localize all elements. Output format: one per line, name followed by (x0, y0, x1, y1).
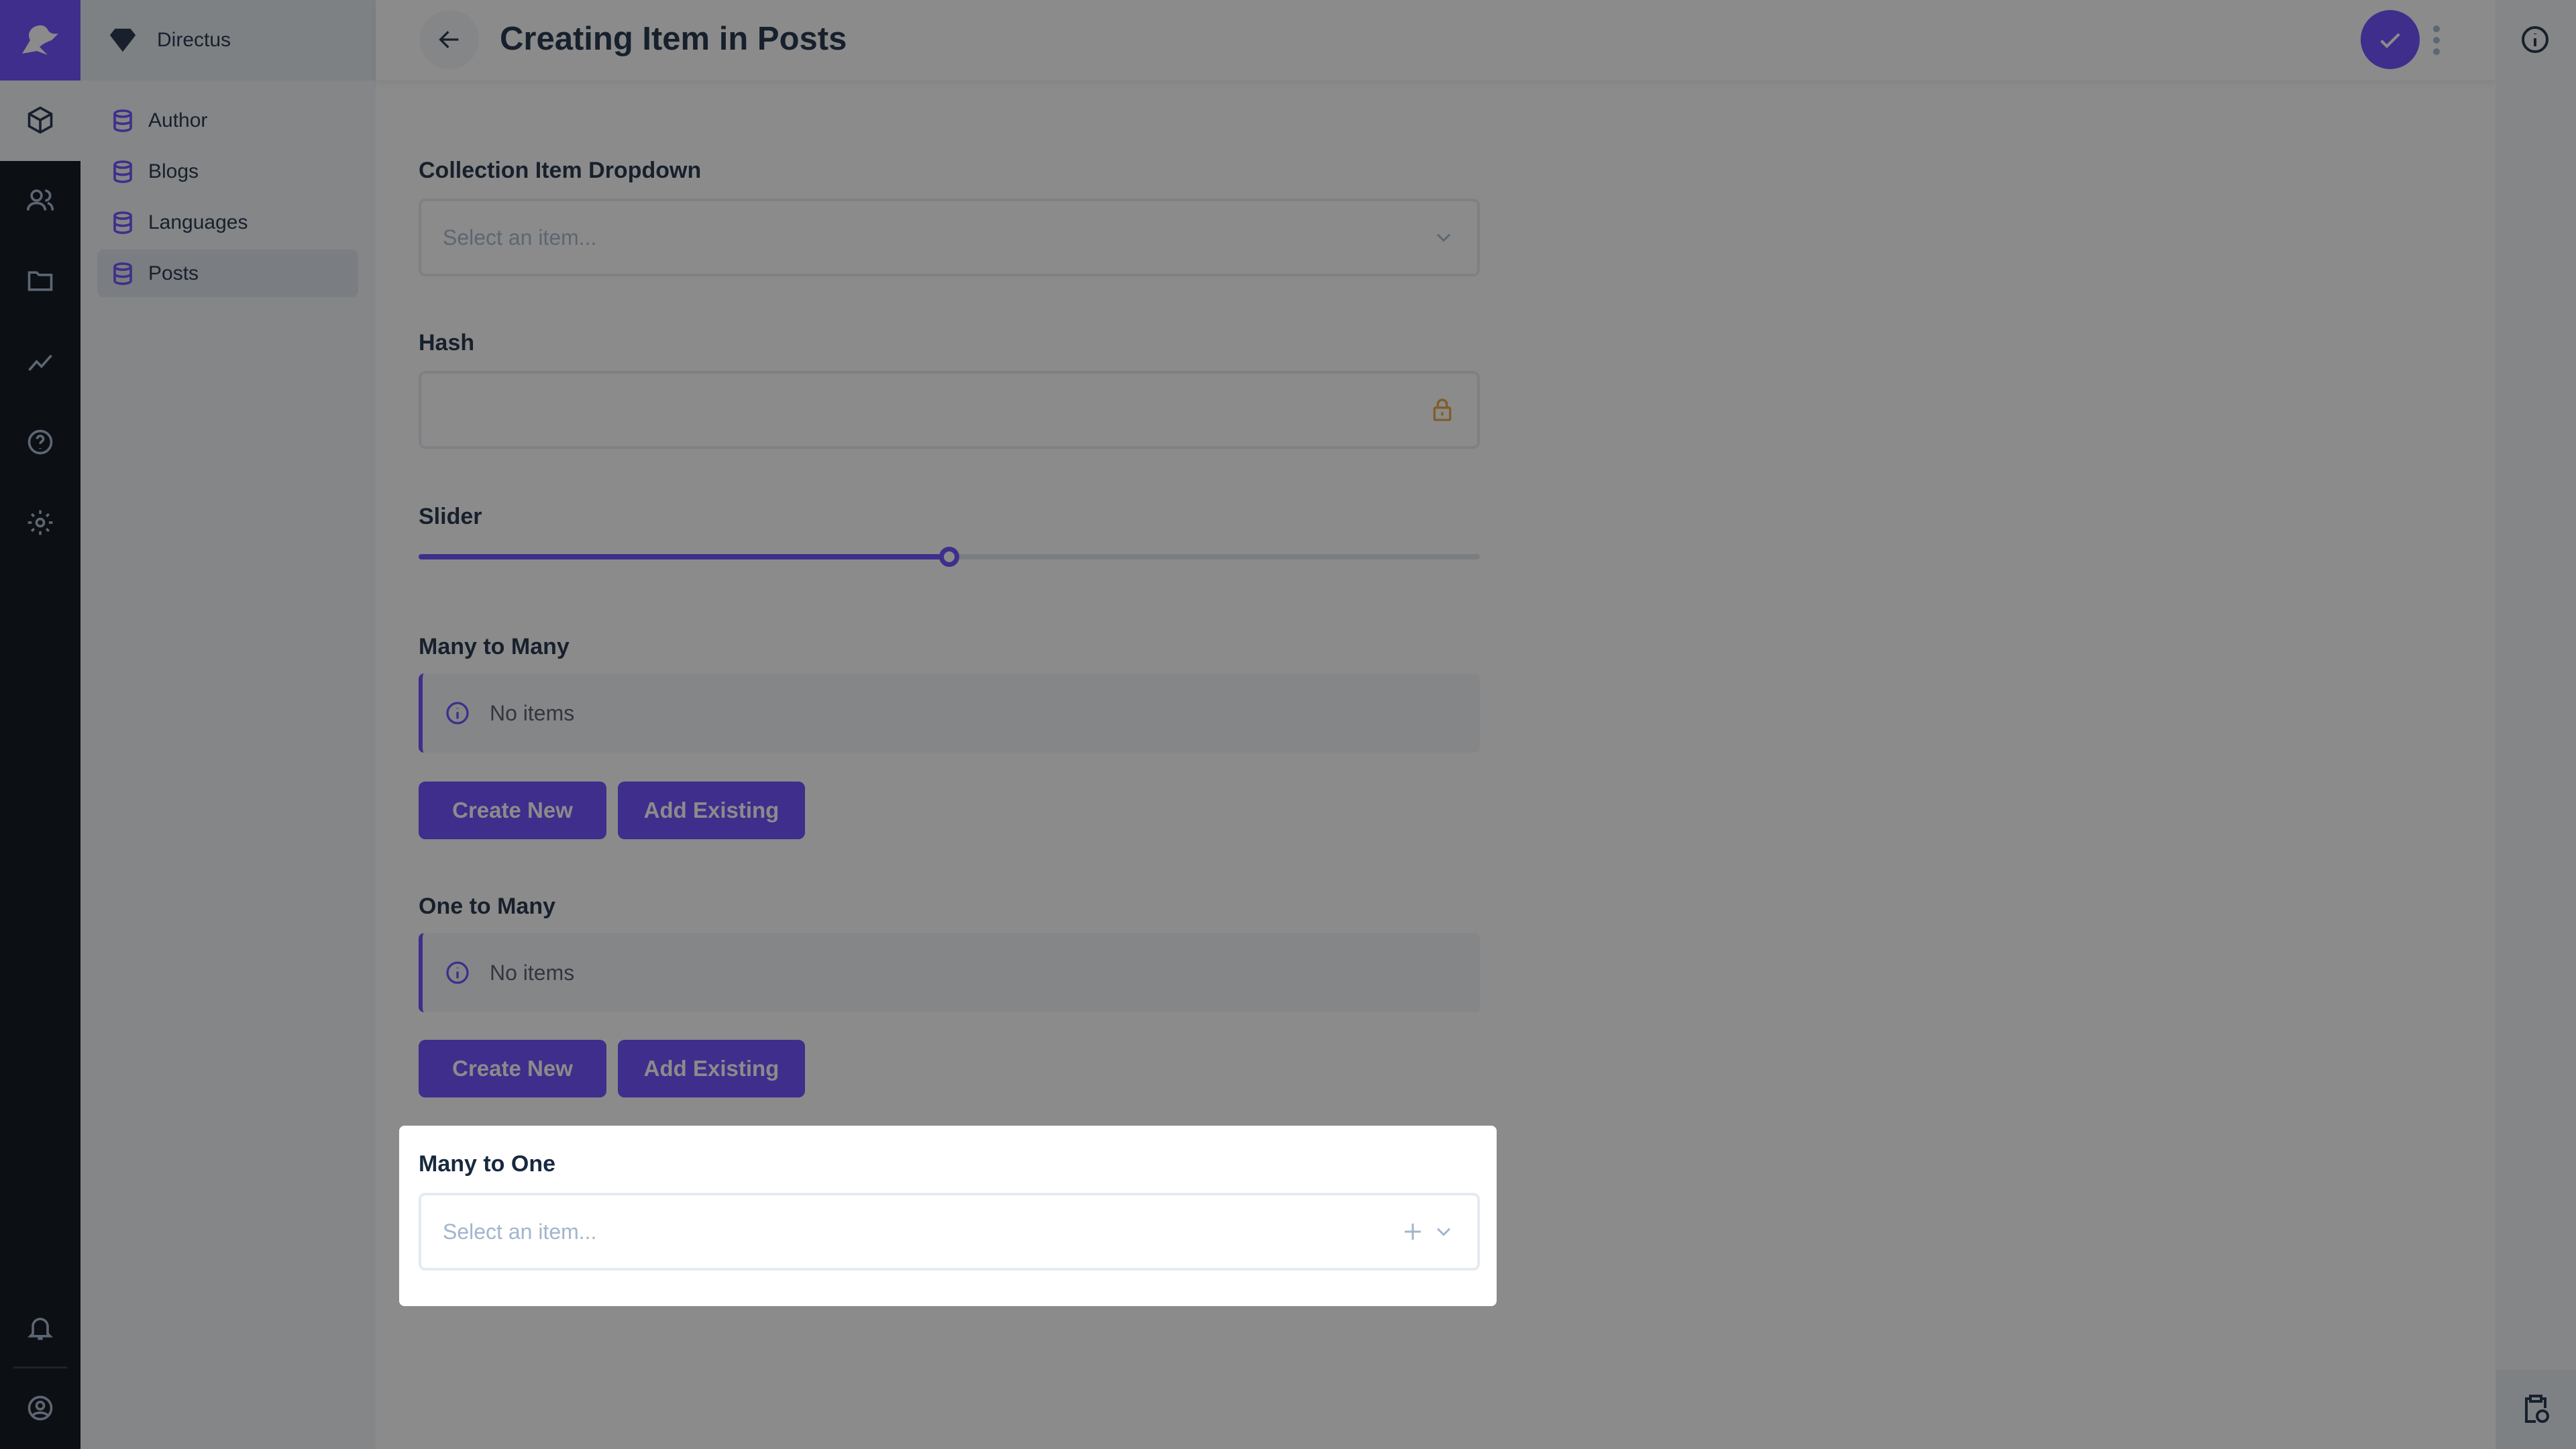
dropdown-placeholder: Select an item... (443, 1219, 597, 1244)
many-to-one-field-card: Many to One Select an item... (399, 1126, 1497, 1306)
chevron-down-icon (1436, 1228, 1451, 1236)
many-to-one-label: Many to One (419, 1151, 556, 1177)
plus-icon[interactable] (1401, 1220, 1425, 1244)
many-to-one-select[interactable]: Select an item... (419, 1193, 1480, 1271)
